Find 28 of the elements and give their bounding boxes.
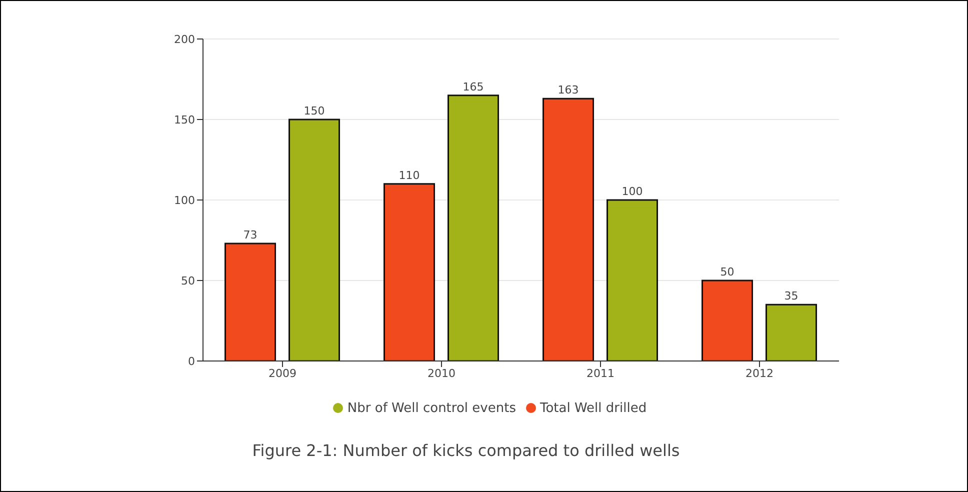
y-tick-label: 100 (174, 194, 195, 207)
y-tick-label: 0 (188, 354, 195, 368)
y-tick-label: 200 (174, 32, 195, 46)
y-tick-label: 50 (181, 274, 195, 288)
data-label: 163 (558, 84, 579, 97)
data-label: 150 (304, 104, 325, 118)
bar (702, 280, 754, 361)
caption: Figure 2-1: Number of kicks compared to drilled wells (251, 441, 681, 460)
x-tick-label: 2010 (428, 366, 456, 380)
bar (542, 98, 594, 361)
x-tick-label: 2012 (746, 366, 774, 380)
bar (224, 242, 276, 361)
data-label: 50 (720, 266, 734, 278)
bar (384, 183, 436, 361)
bar (766, 304, 818, 361)
y-tick-label: 150 (174, 113, 195, 126)
bar (448, 94, 500, 361)
data-label: 100 (622, 185, 643, 198)
data-label: 35 (784, 290, 798, 303)
bar (288, 118, 340, 361)
x-tick-label: 2009 (268, 366, 296, 380)
bar (606, 199, 658, 361)
legend-label: Total Well drilled (540, 401, 647, 416)
data-label: 73 (243, 228, 258, 242)
legend-label: Nbr of Well control events (347, 401, 516, 416)
data-label: 110 (398, 168, 420, 182)
data-label: 165 (462, 80, 484, 94)
x-tick-label: 2011 (586, 366, 614, 380)
